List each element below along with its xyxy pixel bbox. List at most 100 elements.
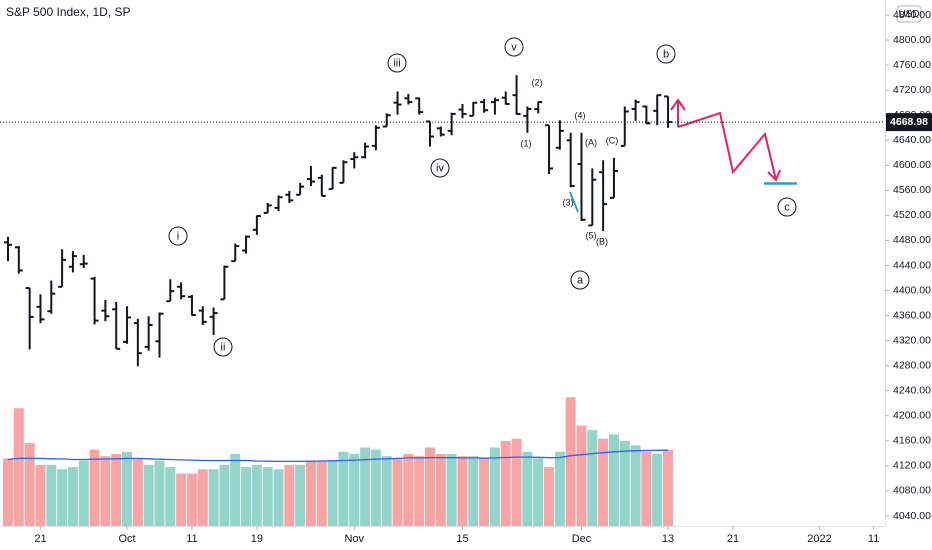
- volume-bar: [533, 458, 544, 526]
- volume-bar: [3, 458, 14, 526]
- x-tick-label: 2022: [807, 533, 831, 545]
- volume-bar: [143, 464, 154, 526]
- volume-bar: [46, 464, 57, 526]
- x-tick-label: 13: [662, 533, 674, 545]
- x-tick-label: Oct: [118, 533, 135, 545]
- sub-wave-label: (B): [596, 236, 608, 246]
- volume-bar: [457, 456, 468, 526]
- volume-bar: [446, 454, 457, 526]
- price-pane: [4, 75, 673, 367]
- volume-bar: [208, 469, 219, 526]
- volume-bar: [435, 454, 446, 526]
- last-price-box: [886, 113, 932, 132]
- volume-bar: [24, 443, 35, 526]
- volume-bar: [392, 458, 403, 526]
- y-tick-label: 4280.00: [893, 359, 931, 371]
- volume-bar: [554, 451, 565, 526]
- volume-bar: [230, 454, 241, 526]
- y-tick-label: 4840.00: [893, 9, 931, 21]
- y-tick-label: 4600.00: [893, 159, 931, 171]
- volume-bar: [219, 464, 230, 526]
- volume-bar: [641, 451, 652, 526]
- wave-label: i: [177, 230, 179, 242]
- x-tick-label: 11: [868, 533, 879, 545]
- wave-label: c: [784, 201, 790, 213]
- y-tick-label: 4480.00: [893, 234, 931, 246]
- wave-circle: [656, 44, 676, 64]
- volume-bar: [565, 397, 576, 526]
- volume-bar: [522, 451, 533, 526]
- x-tick-label: 21: [727, 533, 739, 545]
- y-tick-label: 4800.00: [893, 34, 931, 46]
- volume-bar: [500, 440, 511, 526]
- y-tick-label: 4080.00: [893, 485, 931, 497]
- volume-bar: [241, 467, 252, 526]
- y-tick-label: 4400.00: [893, 284, 931, 296]
- wave-label: v: [511, 41, 517, 53]
- volume-bar: [262, 467, 273, 526]
- volume-bar: [425, 447, 436, 526]
- volume-bar: [165, 467, 176, 526]
- volume-bar: [186, 473, 197, 526]
- y-tick-label: 4760.00: [893, 59, 931, 71]
- sub-wave-label: (5): [586, 230, 597, 240]
- volume-bar: [630, 445, 641, 526]
- wave-label: a: [577, 274, 584, 286]
- x-tick-label: 15: [456, 533, 468, 545]
- y-tick-label: 4160.00: [893, 435, 931, 447]
- volume-bar: [544, 467, 555, 526]
- volume-bar: [122, 451, 133, 526]
- volume-bar: [576, 425, 587, 526]
- wave-circle: [387, 53, 407, 73]
- volume-bar: [381, 456, 392, 526]
- sub-wave-label: (C): [606, 135, 619, 145]
- y-tick-label: 4720.00: [893, 84, 931, 96]
- y-tick-label: 4440.00: [893, 259, 931, 271]
- y-tick-label: 4240.00: [893, 385, 931, 397]
- volume-bar: [305, 460, 316, 526]
- volume-bar: [663, 449, 674, 526]
- volume-bar: [403, 454, 414, 526]
- wave-label: ii: [221, 341, 226, 353]
- sub-wave-label: (A): [585, 137, 597, 147]
- wave-label: iv: [436, 162, 444, 174]
- sub-wave-label: (4): [575, 110, 586, 120]
- wave-label: b: [663, 48, 669, 60]
- volume-bar: [316, 460, 327, 526]
- projection-path: [677, 111, 777, 181]
- projection-arrow: [767, 169, 781, 182]
- y-tick-label: 4200.00: [893, 410, 931, 422]
- volume-bar: [511, 438, 522, 526]
- chart-title: S&P 500 Index, 1D, SP: [6, 5, 131, 19]
- volume-bar: [78, 460, 89, 526]
- volume-bar: [479, 458, 490, 526]
- volume-pane: [3, 397, 674, 526]
- last-price-label: 4668.98: [890, 116, 928, 128]
- volume-bar: [132, 458, 143, 526]
- x-tick-label: 19: [251, 533, 263, 545]
- volume-bar: [284, 464, 295, 526]
- volume-bar: [67, 467, 78, 526]
- volume-bar: [57, 469, 68, 526]
- volume-ma-line: [7, 449, 669, 463]
- currency-box: [896, 5, 922, 23]
- volume-bar: [295, 464, 306, 526]
- currency-label: USD: [898, 9, 919, 20]
- wave-circle: [168, 226, 188, 246]
- x-tick-label: Nov: [344, 533, 364, 545]
- volume-bar: [489, 447, 500, 526]
- x-tick-label: Dec: [572, 533, 592, 545]
- volume-bar: [598, 438, 609, 526]
- y-tick-label: 4320.00: [893, 334, 931, 346]
- volume-bar: [338, 451, 349, 526]
- volume-bar: [468, 456, 479, 526]
- volume-bar: [197, 469, 208, 526]
- x-tick-label: 21: [34, 533, 46, 545]
- sub-wave-label: (3): [563, 197, 574, 207]
- volume-bar: [13, 408, 24, 526]
- volume-bar: [35, 464, 46, 526]
- volume-bar: [251, 464, 262, 526]
- trend-line: [569, 191, 579, 213]
- volume-bar: [327, 460, 338, 526]
